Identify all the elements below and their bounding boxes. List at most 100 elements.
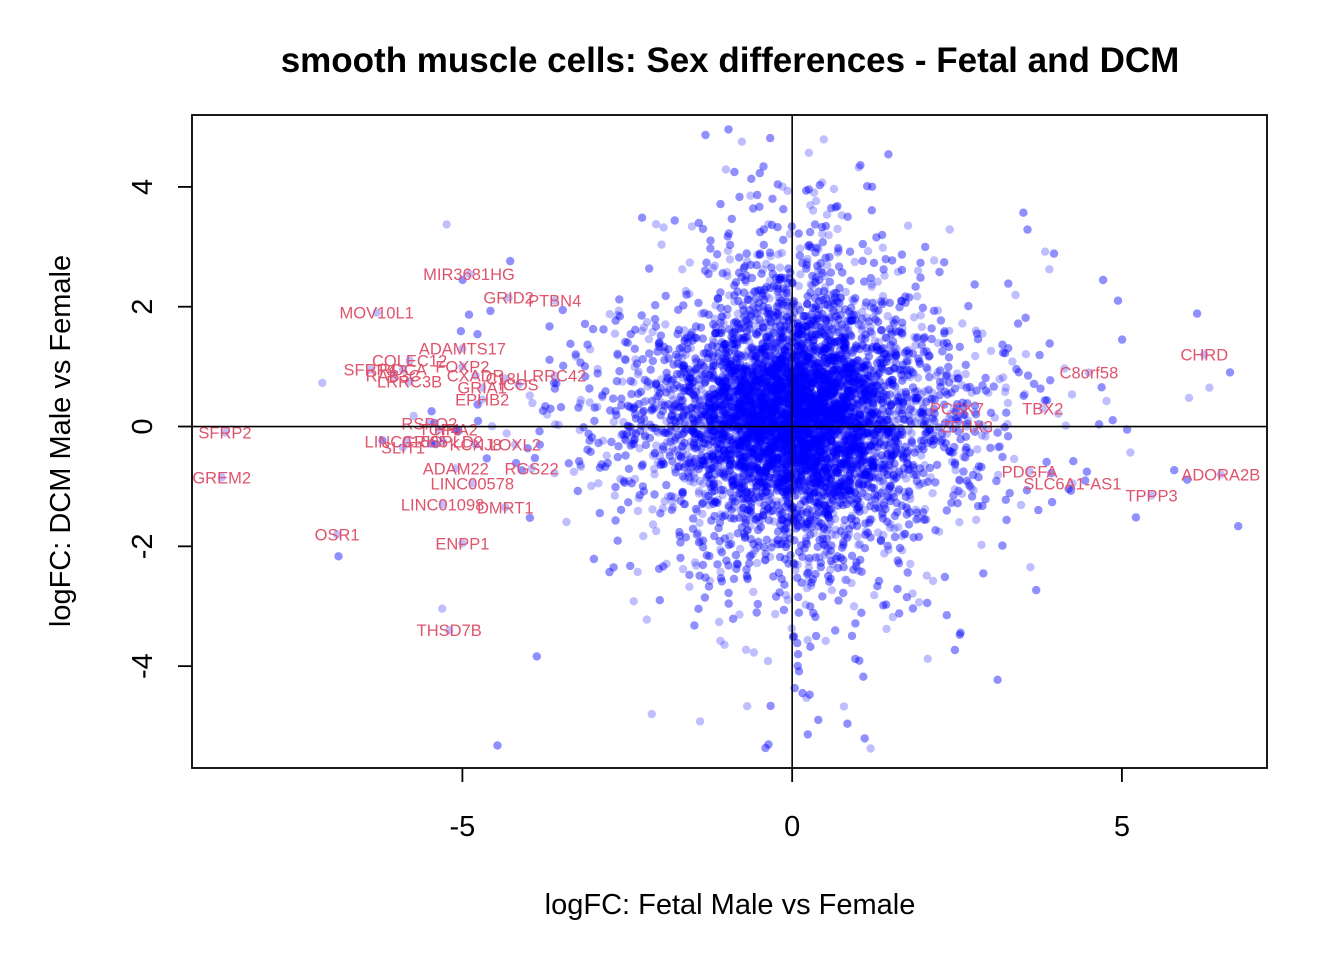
data-point [767, 386, 776, 395]
data-point [716, 574, 726, 583]
data-point [678, 488, 687, 497]
data-point [743, 505, 752, 514]
data-point [760, 542, 769, 552]
data-point [763, 656, 773, 666]
data-point [639, 531, 648, 541]
data-point [763, 503, 773, 513]
data-point [759, 473, 768, 483]
data-point [778, 299, 788, 309]
data-point [770, 363, 779, 372]
data-point [629, 439, 638, 449]
data-point [885, 460, 894, 470]
data-point [745, 559, 754, 568]
data-point [655, 338, 664, 348]
data-point [716, 486, 726, 495]
data-point [777, 364, 786, 373]
data-point [791, 373, 800, 383]
data-point [744, 377, 754, 387]
data-point [650, 448, 659, 458]
data-point [593, 369, 602, 378]
data-point [1069, 457, 1078, 466]
data-point [872, 381, 881, 390]
data-point [877, 362, 886, 371]
data-point [692, 387, 701, 396]
data-point [819, 393, 829, 402]
data-point [776, 354, 785, 364]
data-point [694, 375, 703, 384]
data-point [752, 558, 762, 568]
data-point [774, 362, 783, 371]
data-point [837, 414, 846, 423]
data-point [671, 418, 680, 427]
data-point [965, 382, 974, 392]
data-point [804, 148, 814, 157]
data-point [698, 334, 707, 343]
data-point [807, 389, 817, 398]
data-point [791, 459, 800, 468]
data-point [789, 394, 798, 403]
data-point [610, 329, 620, 338]
data-point [715, 617, 724, 627]
data-point [576, 358, 585, 367]
data-point [771, 361, 781, 371]
data-point [775, 263, 785, 272]
data-point [745, 324, 755, 334]
data-point [786, 355, 796, 364]
data-point [773, 396, 782, 405]
data-point [866, 456, 876, 466]
data-point [717, 328, 726, 338]
data-point [747, 445, 757, 454]
data-point [822, 331, 831, 340]
data-point [869, 366, 879, 375]
data-point [660, 347, 670, 357]
data-point [756, 375, 766, 384]
data-point [734, 268, 744, 277]
data-point [799, 416, 808, 426]
data-point [841, 363, 851, 372]
data-point [736, 398, 745, 407]
data-point [774, 367, 783, 376]
data-point [334, 552, 343, 561]
data-point [615, 312, 625, 321]
data-point [829, 405, 838, 415]
data-point [807, 382, 816, 391]
data-point [854, 415, 864, 424]
data-point [644, 335, 654, 344]
data-point [763, 483, 772, 492]
data-point [750, 431, 760, 440]
data-point [902, 389, 911, 399]
data-point [821, 445, 830, 454]
data-point [757, 407, 766, 416]
data-point [749, 648, 759, 657]
data-point [793, 365, 803, 374]
data-point [613, 349, 622, 359]
data-point [897, 409, 907, 418]
data-point [635, 490, 644, 500]
data-point [773, 281, 782, 291]
data-point [793, 383, 803, 392]
data-point [804, 185, 813, 194]
data-point [771, 379, 780, 389]
data-point [734, 296, 743, 306]
data-point [1225, 368, 1235, 377]
data-point [860, 471, 869, 480]
data-point [720, 640, 729, 649]
data-point [427, 407, 436, 416]
data-point [636, 387, 646, 396]
data-point [802, 327, 811, 336]
data-point [736, 351, 745, 360]
data-point [841, 398, 851, 407]
data-point [879, 350, 888, 359]
data-point [776, 429, 786, 439]
data-point [823, 388, 832, 398]
data-point [811, 330, 820, 339]
data-point [684, 468, 693, 478]
data-point [731, 366, 740, 376]
data-point [704, 582, 714, 591]
data-point [889, 363, 899, 373]
data-point [654, 428, 663, 437]
data-point [753, 400, 763, 409]
data-point [820, 330, 829, 340]
data-point [824, 447, 833, 456]
